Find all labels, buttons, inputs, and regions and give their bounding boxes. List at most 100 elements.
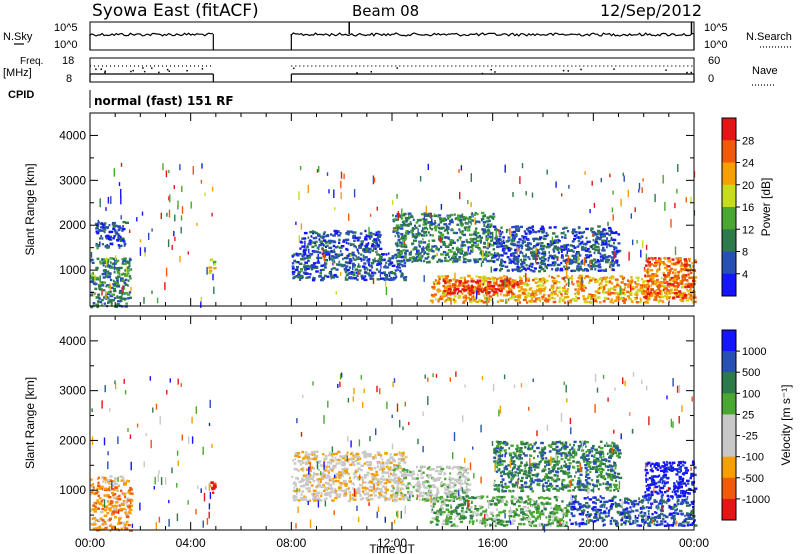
range-cell: [104, 487, 108, 490]
range-cell: [116, 495, 119, 499]
range-cell: [399, 254, 401, 257]
colorbar-tick-label: 4: [742, 269, 748, 281]
range-cell: [300, 223, 303, 230]
range-cell: [462, 233, 466, 237]
range-cell: [333, 488, 337, 491]
range-cell: [389, 461, 393, 464]
range-cell: [573, 246, 577, 249]
range-cell: [612, 292, 616, 295]
range-cell: [417, 258, 422, 262]
range-cell: [381, 253, 385, 256]
range-cell: [462, 218, 466, 221]
range-cell: [116, 269, 120, 272]
range-cell: [636, 285, 639, 288]
range-cell: [686, 264, 691, 267]
range-cell: [666, 273, 670, 277]
range-cell: [533, 300, 537, 303]
range-cell: [512, 243, 517, 247]
range-cell: [105, 275, 110, 278]
range-cell: [615, 259, 619, 262]
range-cell: [412, 473, 416, 476]
range-cell: [426, 244, 430, 247]
range-cell: [666, 291, 669, 300]
range-cell: [94, 282, 98, 286]
range-cell: [495, 508, 498, 511]
range-cell: [396, 241, 399, 244]
range-cell: [500, 264, 505, 267]
range-cell: [604, 256, 608, 259]
range-cell: [566, 266, 569, 269]
range-cell: [338, 471, 342, 474]
range-cell: [394, 234, 396, 238]
range-cell: [458, 236, 462, 239]
range-cell: [566, 275, 569, 278]
range-cell: [530, 505, 533, 508]
range-cell: [452, 482, 456, 485]
range-cell: [517, 298, 520, 302]
range-cell: [539, 236, 542, 239]
range-cell: [566, 260, 568, 268]
range-cell: [520, 265, 525, 268]
range-cell: [557, 238, 560, 242]
range-cell: [101, 237, 104, 240]
range-cell: [357, 491, 361, 495]
range-cell: [396, 248, 400, 252]
range-cell: [470, 287, 473, 290]
range-cell: [335, 475, 339, 478]
range-cell: [631, 287, 634, 291]
range-cell: [581, 277, 583, 284]
range-cell: [492, 502, 496, 505]
range-cell: [543, 269, 546, 273]
range-cell: [213, 263, 216, 266]
range-cell: [514, 283, 516, 287]
range-cell: [510, 291, 513, 294]
range-cell: [363, 492, 365, 495]
range-cell: [401, 236, 405, 239]
range-cell: [437, 275, 440, 278]
range-cell: [434, 469, 439, 473]
range-cell: [562, 286, 566, 290]
range-cell: [104, 481, 107, 484]
range-cell: [316, 478, 319, 481]
range-cell: [416, 234, 420, 237]
range-cell: [368, 235, 373, 238]
range-cell: [468, 291, 472, 295]
range-cell: [492, 286, 495, 289]
range-cell: [437, 223, 441, 226]
range-cell: [394, 269, 398, 272]
range-cell: [407, 230, 412, 234]
range-cell: [677, 277, 680, 280]
range-cell: [399, 227, 404, 230]
range-cell: [119, 507, 123, 511]
range-cell: [112, 237, 115, 240]
range-cell: [340, 483, 342, 487]
range-cell: [514, 295, 519, 298]
range-cell: [668, 300, 670, 303]
range-cell: [299, 247, 302, 250]
range-cell: [129, 296, 132, 299]
range-cell: [306, 480, 310, 483]
range-cell: [528, 264, 531, 268]
range-cell: [463, 253, 467, 257]
range-cell: [104, 245, 107, 248]
range-cell: [450, 481, 454, 485]
range-cell: [392, 227, 395, 231]
range-cell: [601, 258, 605, 262]
range-cell: [320, 499, 323, 502]
range-cell: [637, 279, 640, 282]
range-cell: [693, 269, 697, 272]
range-cell: [304, 461, 308, 464]
range-cell: [93, 507, 97, 511]
range-cell: [491, 276, 494, 279]
range-cell: [344, 482, 348, 486]
range-cell: [628, 282, 633, 285]
range-cell: [613, 248, 616, 251]
range-cell: [533, 290, 538, 293]
range-cell: [411, 472, 414, 475]
range-cell: [324, 240, 329, 244]
range-cell: [106, 284, 110, 287]
range-cell: [447, 252, 449, 255]
range-cell: [687, 290, 691, 293]
range-cell: [678, 257, 682, 260]
